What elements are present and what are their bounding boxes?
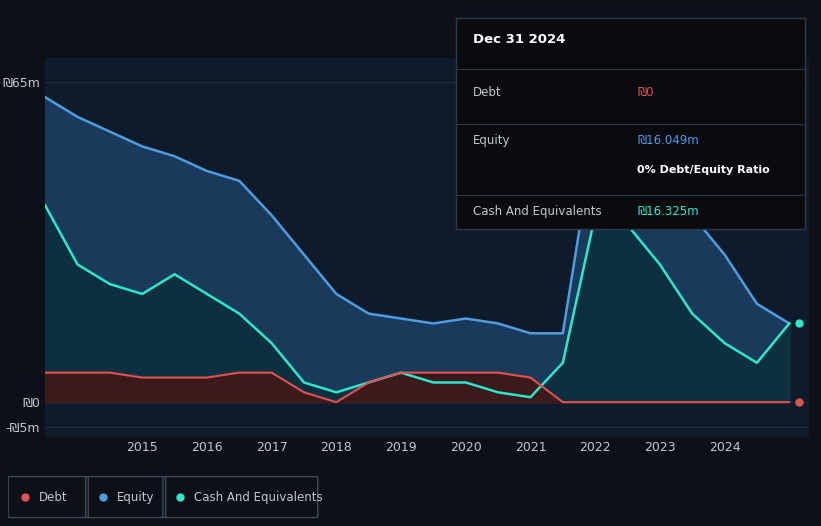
Text: Debt: Debt (39, 491, 68, 503)
Text: 0% Debt/Equity Ratio: 0% Debt/Equity Ratio (637, 165, 770, 175)
Text: Dec 31 2024: Dec 31 2024 (473, 33, 566, 46)
Text: Cash And Equivalents: Cash And Equivalents (473, 206, 602, 218)
Text: Equity: Equity (117, 491, 154, 503)
Text: ₪0: ₪0 (637, 86, 654, 98)
Text: ₪16.325m: ₪16.325m (637, 206, 699, 218)
Text: Cash And Equivalents: Cash And Equivalents (194, 491, 323, 503)
Text: Equity: Equity (473, 134, 511, 147)
Text: Debt: Debt (473, 86, 502, 98)
Text: ₪16.049m: ₪16.049m (637, 134, 699, 147)
